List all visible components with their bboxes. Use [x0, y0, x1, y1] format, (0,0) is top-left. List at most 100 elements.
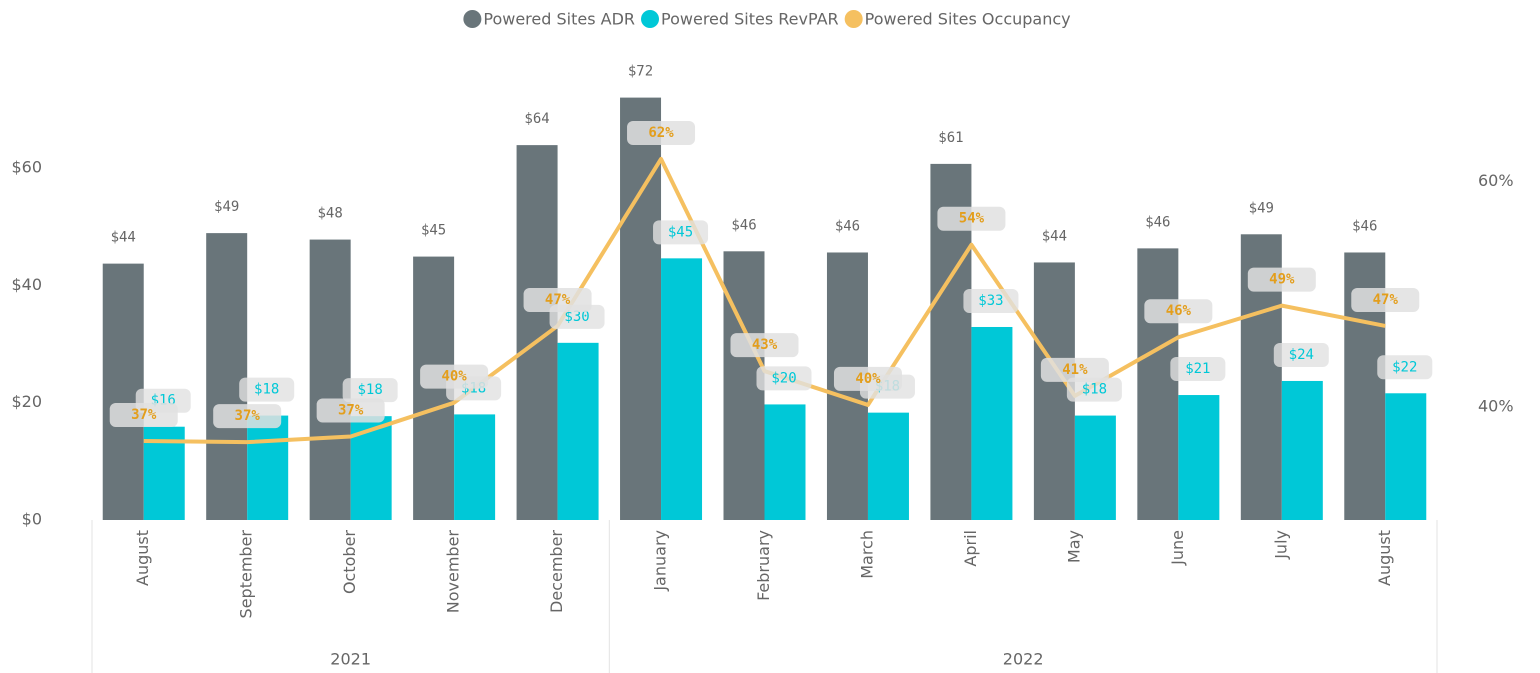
- data-label-box: [1170, 357, 1226, 382]
- data-label-box: [342, 378, 398, 403]
- data-label-box: [1377, 355, 1433, 380]
- data-label: $72: [628, 64, 653, 80]
- y-tick-label: $20: [11, 392, 42, 411]
- data-label: $46: [835, 218, 860, 234]
- bar: [867, 412, 909, 520]
- data-label: $46: [731, 217, 756, 233]
- y-tick-label: $0: [22, 510, 42, 529]
- data-label: $18: [254, 382, 279, 398]
- x-tick-label: June: [1168, 530, 1187, 566]
- data-label: $20: [771, 370, 796, 386]
- bar: [454, 414, 496, 520]
- data-label: $44: [1042, 228, 1067, 244]
- data-label-box: [1066, 377, 1122, 402]
- data-label-box: [213, 404, 282, 429]
- y2-tick-label: 40%: [1478, 397, 1514, 416]
- data-label-box: [627, 120, 696, 145]
- data-label: $33: [978, 293, 1003, 309]
- data-label-box: [523, 287, 592, 312]
- data-label: 49%: [1269, 272, 1295, 288]
- data-label: $24: [1289, 347, 1314, 363]
- data-label: $46: [1145, 214, 1170, 230]
- x-tick-label: August: [133, 530, 152, 586]
- data-label: 62%: [648, 125, 674, 141]
- data-label: $45: [421, 223, 446, 239]
- bar: [206, 233, 248, 520]
- data-label: 41%: [1062, 362, 1088, 378]
- bar: [1074, 415, 1116, 520]
- data-label: 47%: [1373, 292, 1399, 308]
- data-label: $61: [938, 130, 963, 146]
- bar: [1178, 395, 1220, 520]
- data-label-box: [1273, 342, 1329, 367]
- x-tick-label: October: [340, 530, 359, 594]
- data-label-box: [1247, 267, 1316, 292]
- data-label: 43%: [752, 337, 778, 353]
- data-label: $64: [524, 111, 549, 127]
- y2-tick-label: 60%: [1478, 171, 1514, 190]
- x-tick-label: March: [857, 530, 876, 579]
- data-label: $18: [358, 382, 383, 398]
- bar: [620, 97, 662, 520]
- data-label-box: [653, 220, 709, 245]
- legend: Powered Sites ADR Powered Sites RevPAR Pow…: [463, 10, 1071, 29]
- data-label: $22: [1392, 359, 1417, 375]
- data-label-box: [420, 364, 489, 389]
- legend-label: Powered Sites ADR: [483, 10, 635, 29]
- data-label-box: [730, 333, 799, 358]
- data-label-box: [1351, 287, 1420, 312]
- bar: [1385, 393, 1427, 520]
- x-tick-label: May: [1064, 530, 1083, 563]
- data-label: 54%: [959, 211, 985, 227]
- data-label: $44: [111, 230, 136, 246]
- y-tick-label: $40: [11, 275, 42, 294]
- bar: [764, 404, 806, 520]
- data-label-box: [109, 403, 178, 428]
- bar: [1281, 380, 1323, 520]
- data-label: 37%: [131, 407, 157, 423]
- data-label-box: [239, 377, 295, 402]
- data-label: $48: [318, 206, 343, 222]
- x-tick-label: September: [237, 530, 256, 619]
- legend-label: Powered Sites RevPAR: [661, 10, 839, 29]
- data-label: $30: [564, 309, 589, 325]
- data-label: $46: [1352, 218, 1377, 234]
- data-label: $18: [1082, 382, 1107, 398]
- data-label-box: [1144, 299, 1213, 324]
- legend-label: Powered Sites Occupancy: [865, 10, 1071, 29]
- data-label-box: [963, 288, 1019, 313]
- x-tick-label: November: [444, 530, 463, 614]
- group-label: 2022: [1003, 650, 1044, 669]
- data-label: 46%: [1166, 303, 1192, 319]
- y-tick-label: $60: [11, 158, 42, 177]
- legend-marker: [844, 10, 863, 28]
- data-label: 37%: [235, 408, 261, 424]
- data-label-box: [756, 366, 812, 391]
- data-label-box: [1040, 357, 1109, 382]
- data-label-box: [316, 398, 385, 423]
- x-tick-label: August: [1375, 530, 1394, 586]
- x-tick-label: December: [547, 530, 566, 613]
- legend-marker: [463, 10, 482, 28]
- x-tick-label: February: [754, 530, 773, 601]
- x-tick-label: July: [1271, 530, 1290, 560]
- data-label: 40%: [855, 371, 881, 387]
- x-tick-label: April: [961, 530, 980, 567]
- bar: [661, 258, 703, 520]
- bar: [309, 239, 351, 520]
- data-label: $21: [1185, 361, 1210, 377]
- bar: [247, 415, 289, 520]
- data-label: 40%: [441, 369, 467, 385]
- group-label: 2021: [330, 650, 371, 669]
- data-label-box: [937, 206, 1006, 231]
- bar: [1137, 248, 1179, 520]
- bar: [971, 326, 1013, 520]
- data-label: $49: [1249, 200, 1274, 216]
- data-label: $49: [214, 199, 239, 215]
- bar: [557, 342, 599, 520]
- data-label: 47%: [545, 292, 571, 308]
- legend-marker: [641, 10, 660, 28]
- x-tick-label: January: [651, 530, 670, 592]
- data-label-box: [833, 366, 902, 391]
